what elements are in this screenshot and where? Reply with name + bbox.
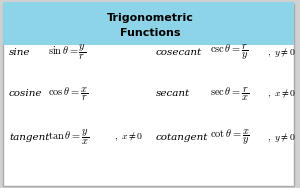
FancyBboxPatch shape bbox=[3, 2, 294, 45]
Text: Functions: Functions bbox=[120, 28, 180, 38]
Text: $,\ x\neq 0$: $,\ x\neq 0$ bbox=[267, 88, 296, 100]
Text: Trigonometric: Trigonometric bbox=[106, 13, 194, 23]
Text: $\sec\theta = \dfrac{r}{x}$: $\sec\theta = \dfrac{r}{x}$ bbox=[210, 85, 250, 103]
Text: sine: sine bbox=[9, 48, 31, 57]
Text: tangent: tangent bbox=[9, 133, 50, 142]
Text: $\csc\theta = \dfrac{r}{y}$: $\csc\theta = \dfrac{r}{y}$ bbox=[210, 43, 249, 62]
Text: $\cos\theta = \dfrac{x}{r}$: $\cos\theta = \dfrac{x}{r}$ bbox=[48, 85, 88, 103]
Text: cosecant: cosecant bbox=[156, 48, 202, 57]
Text: $\tan\theta = \dfrac{y}{x}$: $\tan\theta = \dfrac{y}{x}$ bbox=[48, 128, 89, 147]
Text: cosine: cosine bbox=[9, 89, 43, 99]
Text: $\cot\theta = \dfrac{x}{y}$: $\cot\theta = \dfrac{x}{y}$ bbox=[210, 128, 250, 147]
Text: $,\ y\neq 0$: $,\ y\neq 0$ bbox=[267, 131, 296, 144]
Text: secant: secant bbox=[156, 89, 190, 99]
FancyBboxPatch shape bbox=[3, 4, 294, 186]
Text: cotangent: cotangent bbox=[156, 133, 208, 142]
Text: $,\ x\neq 0$: $,\ x\neq 0$ bbox=[114, 131, 143, 143]
Text: $,\ y\neq 0$: $,\ y\neq 0$ bbox=[267, 46, 296, 59]
Text: $\sin\theta = \dfrac{y}{r}$: $\sin\theta = \dfrac{y}{r}$ bbox=[48, 43, 86, 62]
